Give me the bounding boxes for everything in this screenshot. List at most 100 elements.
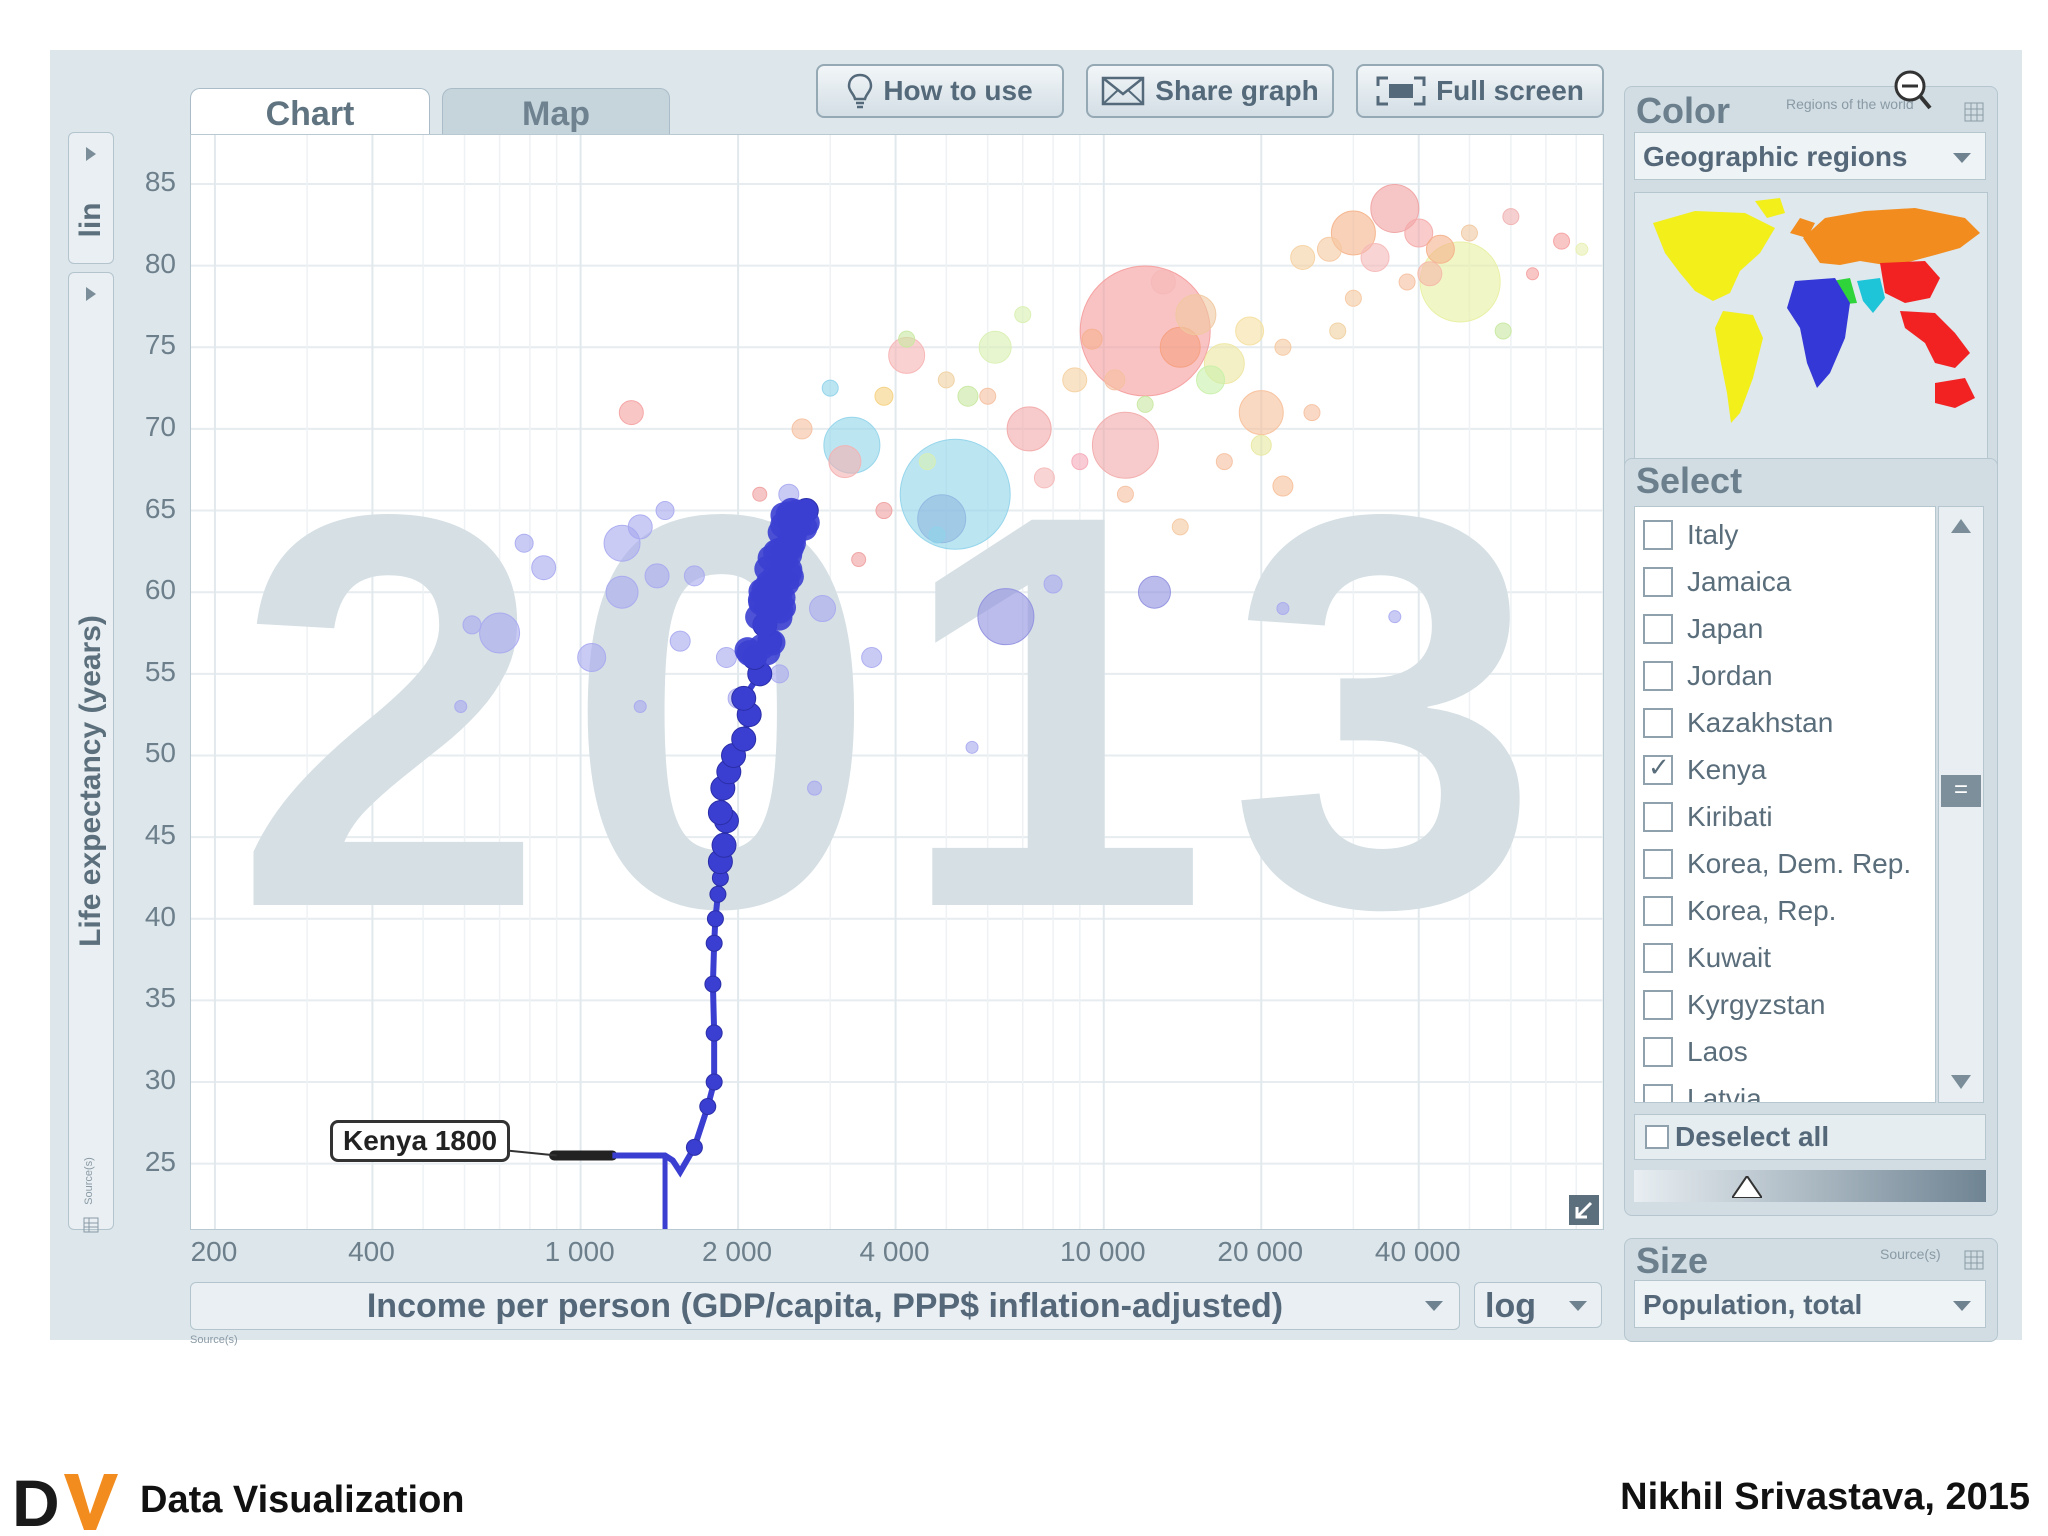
country-bubble[interactable] <box>862 648 882 668</box>
country-bubble[interactable] <box>771 665 789 683</box>
country-bubble[interactable] <box>919 454 935 470</box>
country-checkbox[interactable] <box>1643 567 1673 597</box>
country-bubble[interactable] <box>645 564 669 588</box>
trail-point[interactable] <box>732 686 756 710</box>
country-bubble[interactable] <box>1554 233 1570 249</box>
country-bubble[interactable] <box>1176 295 1216 335</box>
country-list-item[interactable]: Korea, Dem. Rep. <box>1643 842 1911 886</box>
country-bubble[interactable] <box>875 387 893 405</box>
country-checkbox[interactable] <box>1643 1084 1673 1103</box>
country-checkbox[interactable] <box>1643 661 1673 691</box>
country-list-item[interactable]: Kazakhstan <box>1643 701 1833 745</box>
color-indicator-dropdown[interactable]: Geographic regions <box>1634 132 1986 180</box>
country-bubble[interactable] <box>1092 412 1158 478</box>
country-list-item[interactable]: Kyrgyzstan <box>1643 983 1826 1027</box>
country-bubble[interactable] <box>606 576 638 608</box>
trail-point[interactable] <box>706 935 722 951</box>
trail-point[interactable] <box>706 1074 722 1090</box>
country-bubble[interactable] <box>716 648 736 668</box>
full-screen-button[interactable]: Full screen <box>1356 64 1604 118</box>
country-bubble[interactable] <box>876 503 892 519</box>
country-bubble[interactable] <box>684 566 704 586</box>
trail-point[interactable] <box>707 911 723 927</box>
country-bubble[interactable] <box>792 419 812 439</box>
country-checkbox[interactable] <box>1643 896 1673 926</box>
trail-point[interactable] <box>708 801 732 825</box>
country-bubble[interactable] <box>822 380 838 396</box>
country-bubble[interactable] <box>1291 245 1315 269</box>
country-checkbox[interactable] <box>1643 614 1673 644</box>
country-bubble[interactable] <box>978 589 1034 645</box>
deselect-all-checkbox[interactable] <box>1645 1125 1669 1149</box>
tab-map[interactable]: Map <box>442 88 670 135</box>
trail-point[interactable] <box>700 1099 716 1115</box>
zoom-out-icon[interactable] <box>1892 68 1932 112</box>
country-bubble[interactable] <box>980 388 996 404</box>
share-graph-button[interactable]: Share graph <box>1086 64 1334 118</box>
country-checkbox[interactable] <box>1643 708 1673 738</box>
country-bubble[interactable] <box>938 372 954 388</box>
country-checkbox[interactable] <box>1643 943 1673 973</box>
country-bubble[interactable] <box>1495 323 1511 339</box>
country-list-item[interactable]: Kuwait <box>1643 936 1771 980</box>
scroll-thumb[interactable]: = <box>1941 775 1981 807</box>
country-list-item[interactable]: Laos <box>1643 1030 1748 1074</box>
country-bubble[interactable] <box>1082 329 1102 349</box>
country-bubble[interactable] <box>1216 454 1232 470</box>
country-checkbox[interactable] <box>1643 520 1673 550</box>
country-bubble[interactable] <box>1503 209 1519 225</box>
trail-point[interactable] <box>710 886 726 902</box>
deselect-all-button[interactable]: Deselect all <box>1634 1114 1986 1160</box>
country-bubble[interactable] <box>1273 476 1293 496</box>
table-icon[interactable] <box>1964 1250 1984 1270</box>
expand-corner-icon[interactable] <box>1569 1195 1599 1225</box>
trail-point[interactable] <box>705 976 721 992</box>
country-bubble[interactable] <box>578 644 606 672</box>
country-bubble[interactable] <box>1527 268 1539 280</box>
country-bubble[interactable] <box>1418 262 1442 286</box>
chart-plot-area[interactable]: 2013 Kenya 1800 <box>190 134 1604 1230</box>
y-scale-selector[interactable]: lin <box>68 132 114 264</box>
country-list-item[interactable]: Latvia <box>1643 1077 1762 1103</box>
scroll-up-icon[interactable] <box>1951 519 1971 533</box>
region-map-legend[interactable] <box>1634 192 1988 466</box>
country-bubble[interactable] <box>958 386 978 406</box>
country-checkbox[interactable] <box>1643 802 1673 832</box>
country-list-item[interactable]: Jamaica <box>1643 560 1791 604</box>
country-bubble[interactable] <box>966 741 978 753</box>
trail-point[interactable] <box>732 727 756 751</box>
size-source-link[interactable]: Source(s) <box>1880 1246 1941 1262</box>
trail-point[interactable] <box>686 1139 702 1155</box>
country-bubble[interactable] <box>979 331 1011 363</box>
country-bubble[interactable] <box>1138 576 1170 608</box>
country-bubble[interactable] <box>829 446 861 478</box>
country-bubble[interactable] <box>1117 486 1133 502</box>
country-bubble[interactable] <box>1345 290 1361 306</box>
x-indicator-selector[interactable]: Income per person (GDP/capita, PPP$ infl… <box>190 1282 1460 1330</box>
country-bubble[interactable] <box>532 556 556 580</box>
country-bubble[interactable] <box>852 553 866 567</box>
country-bubble[interactable] <box>1072 454 1088 470</box>
country-list-item[interactable]: Japan <box>1643 607 1763 651</box>
country-bubble[interactable] <box>1576 243 1588 255</box>
country-list-item[interactable]: Kenya <box>1643 748 1766 792</box>
country-bubble[interactable] <box>1277 603 1289 615</box>
country-bubble[interactable] <box>1461 225 1477 241</box>
country-bubble[interactable] <box>480 613 520 653</box>
country-bubble[interactable] <box>1063 368 1087 392</box>
country-bubble[interactable] <box>1007 407 1051 451</box>
country-bubble[interactable] <box>1151 270 1175 294</box>
x-source-link[interactable]: Source(s) <box>190 1334 238 1346</box>
country-bubble[interactable] <box>1330 323 1346 339</box>
slider-handle-icon[interactable] <box>1732 1176 1762 1198</box>
trail-point[interactable] <box>706 1025 722 1041</box>
country-bubble[interactable] <box>808 781 822 795</box>
size-indicator-dropdown[interactable]: Population, total <box>1634 1280 1986 1328</box>
country-bubble[interactable] <box>810 596 836 622</box>
table-icon[interactable] <box>1964 102 1984 122</box>
opacity-slider[interactable] <box>1634 1170 1986 1202</box>
country-checkbox[interactable] <box>1643 1037 1673 1067</box>
country-bubble[interactable] <box>1236 317 1264 345</box>
country-checkbox[interactable] <box>1643 755 1673 785</box>
how-to-use-button[interactable]: How to use <box>816 64 1064 118</box>
